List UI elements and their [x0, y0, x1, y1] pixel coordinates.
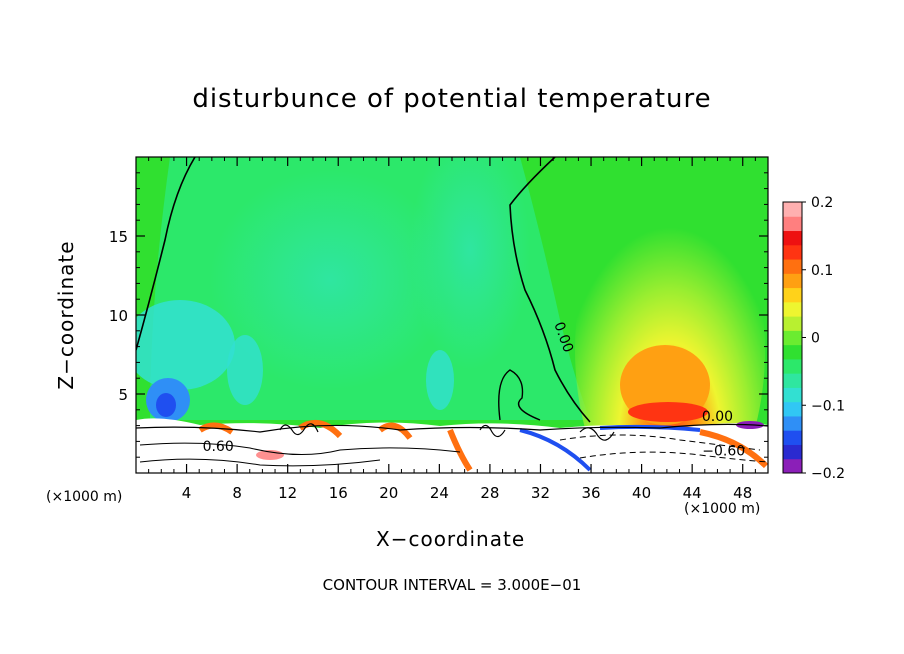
- contour-line-zero-loop: [498, 369, 541, 421]
- colorbar-tick-label: −0.2: [811, 466, 845, 482]
- colorbar-swatch: [783, 230, 802, 246]
- colorbar-swatch: [783, 287, 802, 303]
- z-unit-label: (×1000 m): [46, 489, 123, 505]
- x-tick-label: 40: [632, 484, 651, 502]
- colorbar-swatch: [783, 259, 802, 274]
- x-tick-label: 32: [531, 484, 550, 502]
- contour-label: −0.60: [702, 444, 745, 460]
- contour-line-surface-top: [136, 423, 768, 433]
- colorbar-swatch: [783, 387, 802, 403]
- field-cool-blob-2: [410, 157, 530, 370]
- field-cyan-mid2: [426, 350, 454, 410]
- contour-line-zero-left: [136, 157, 196, 351]
- field-darkblue-left: [156, 393, 176, 417]
- contour-line-zero-center: [509, 157, 591, 423]
- x-axis-label: X−coordinate: [376, 527, 526, 551]
- x-tick-label: 12: [278, 484, 297, 502]
- field-red-base: [628, 402, 708, 422]
- field-warm-plume: [575, 175, 765, 473]
- colorbar: 0.2 0.1 0 −0.1 −0.2: [782, 195, 845, 482]
- colorbar-swatch: [783, 301, 802, 317]
- colorbar-swatch: [783, 401, 802, 417]
- field-cool-blob-1: [210, 170, 450, 390]
- chart-title: disturbunce of potential temperature: [192, 84, 712, 114]
- y-tick-label: 15: [109, 228, 128, 246]
- x-tick-label: 20: [379, 484, 398, 502]
- x-tick-label: 28: [480, 484, 499, 502]
- y-tick-label: 10: [109, 307, 128, 325]
- colorbar-swatch: [783, 458, 802, 474]
- x-tick-label: 16: [329, 484, 348, 502]
- colorbar-swatch: [783, 202, 802, 217]
- colorbar-swatch: [783, 330, 802, 346]
- colorbar-swatch: [783, 430, 802, 445]
- colorbar-swatch: [783, 244, 802, 260]
- colorbar-tick-label: 0.1: [811, 263, 833, 279]
- colorbar-tick-label: −0.1: [811, 398, 845, 414]
- field-surface-colors: [198, 420, 768, 472]
- colorbar-swatch: [783, 344, 802, 360]
- colorbar-swatch: [783, 444, 802, 460]
- colorbar-swatch: [783, 273, 802, 289]
- x-tick-label: 24: [430, 484, 449, 502]
- colorbar-swatch: [783, 415, 802, 431]
- colorbar-swatch: [783, 316, 802, 331]
- colorbar-swatch: [783, 373, 802, 388]
- x-tick-label: 4: [182, 484, 192, 502]
- contour-line-negative-2: [579, 451, 768, 463]
- colorbar-tick-label: 0: [811, 331, 820, 347]
- x-tick-label: 44: [683, 484, 702, 502]
- field-cyan-mid1: [227, 335, 263, 405]
- contour-line-wiggle: [279, 423, 615, 441]
- contour-label: 0.00: [702, 409, 733, 425]
- contour-label: 0.60: [203, 439, 234, 455]
- field-cyan-left: [136, 300, 235, 390]
- contour-line-surface-2: [139, 458, 381, 467]
- x-unit-label: (×1000 m): [684, 501, 761, 517]
- field-layer: [136, 157, 768, 473]
- contour-line-negative-1: [559, 434, 761, 451]
- contour-labels: 0.000.000.60 −0.60: [203, 320, 746, 460]
- colorbar-tick-label: 0.2: [811, 195, 833, 211]
- y-tick-label: 5: [118, 386, 128, 404]
- x-tick-label: 36: [581, 484, 600, 502]
- colorbar-swatch: [783, 358, 802, 374]
- colorbar-swatch: [783, 216, 802, 232]
- contour-interval-text: CONTOUR INTERVAL = 3.000E−01: [322, 576, 582, 594]
- x-tick-label: 8: [232, 484, 242, 502]
- contour-line-surface-1: [139, 442, 461, 455]
- x-tick-label: 48: [733, 484, 752, 502]
